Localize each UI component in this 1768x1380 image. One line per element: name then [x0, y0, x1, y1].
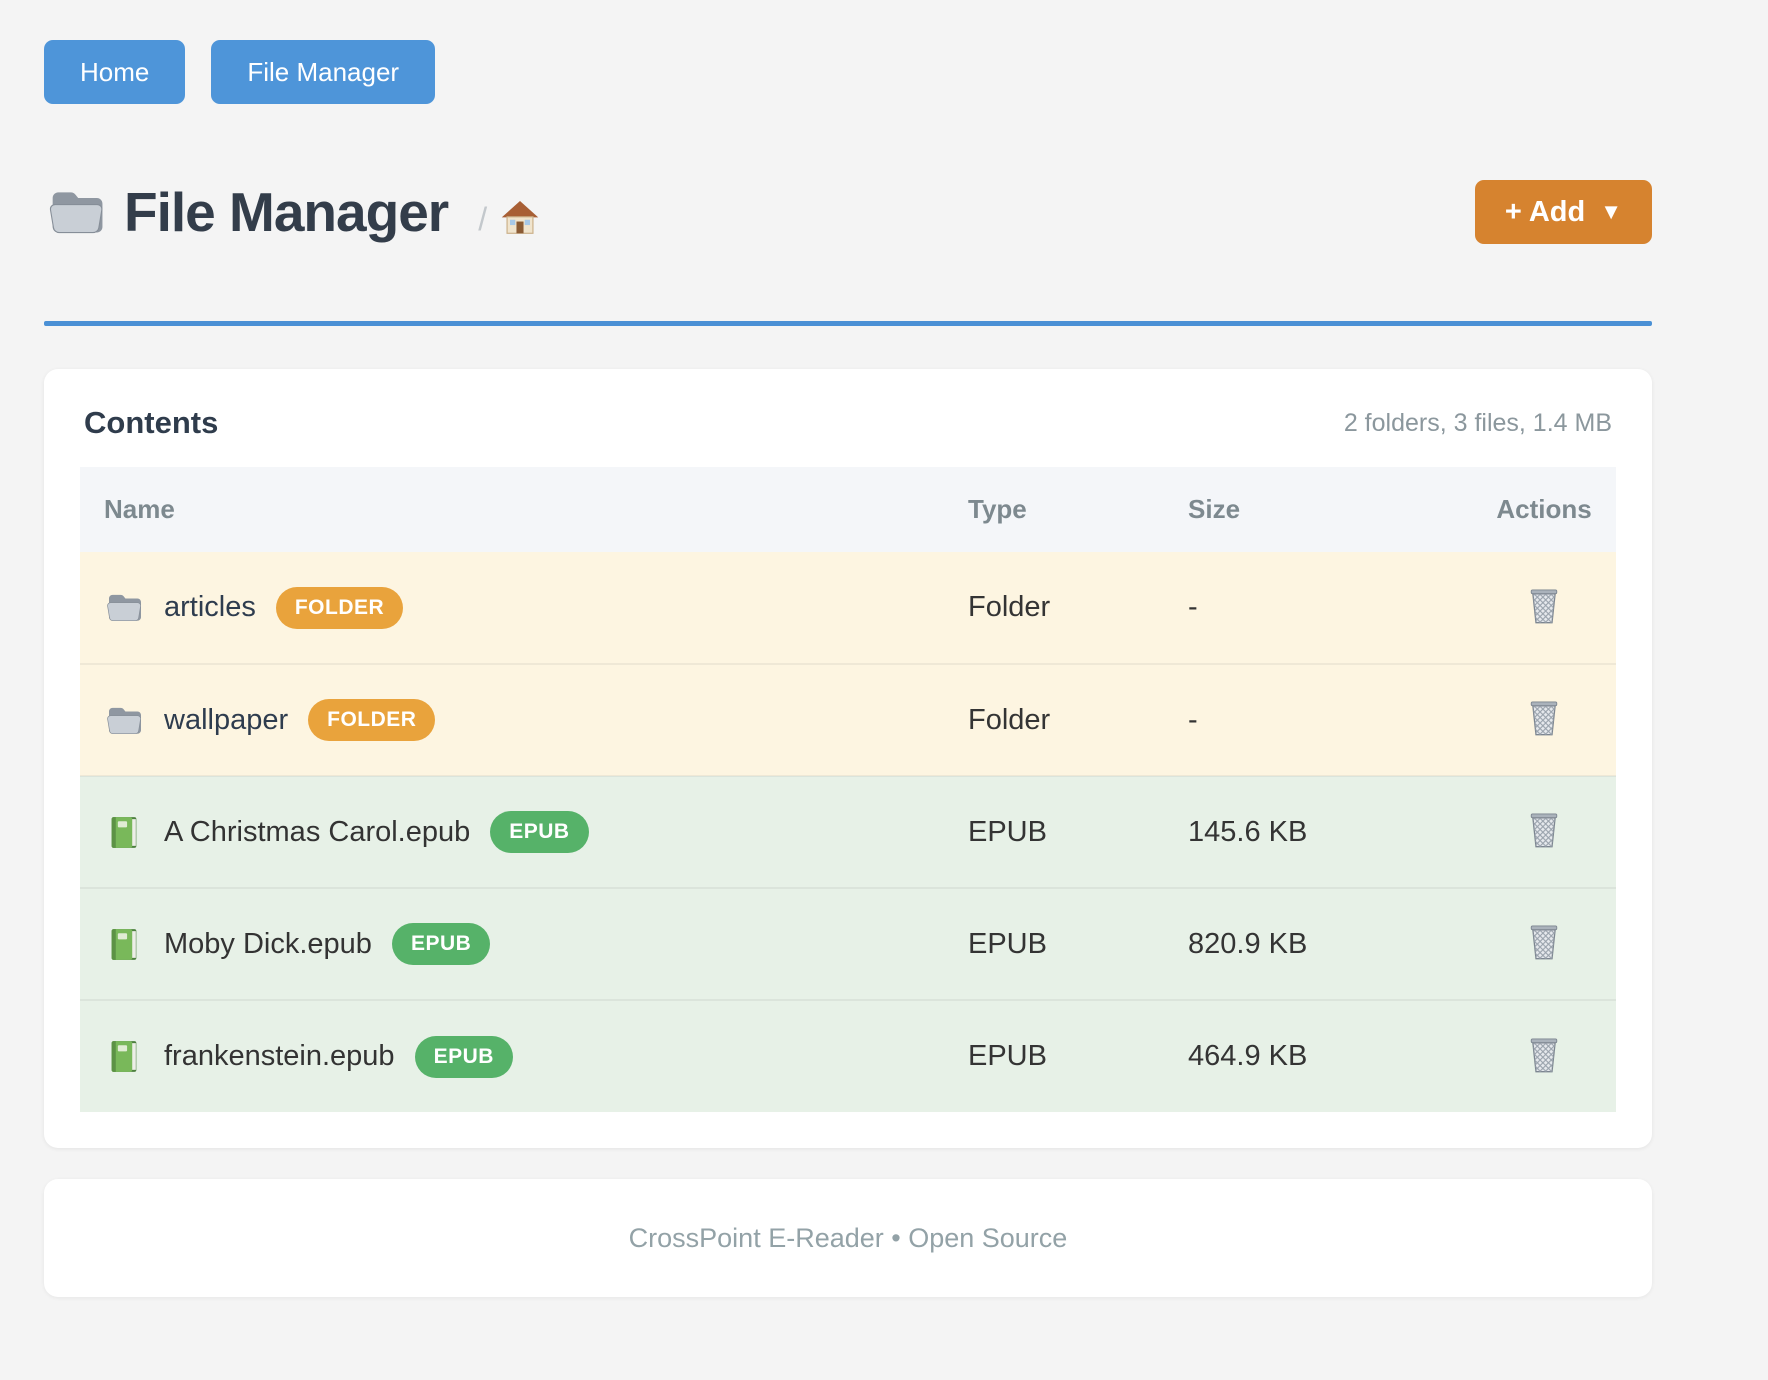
title-area: File Manager /	[44, 180, 541, 244]
book-icon	[104, 814, 144, 851]
delete-button[interactable]	[1520, 806, 1568, 854]
column-header-size: Size	[1188, 467, 1472, 552]
item-type: Folder	[968, 552, 1188, 664]
item-type: EPUB	[968, 999, 1188, 1112]
delete-button[interactable]	[1520, 582, 1568, 630]
folder-badge: FOLDER	[275, 586, 404, 629]
item-name-link[interactable]: A Christmas Carol.epub	[164, 815, 471, 848]
column-header-name: Name	[80, 467, 968, 552]
breadcrumb-separator: /	[478, 200, 488, 237]
folder-icon	[104, 589, 144, 626]
item-type: EPUB	[968, 775, 1188, 888]
item-type: EPUB	[968, 887, 1188, 1000]
table-row: Moby Dick.epub EPUB EPUB 820.9 KB	[80, 887, 1616, 1000]
files-table: Name Type Size Actions articles FOLDER	[80, 467, 1616, 1112]
item-size: 464.9 KB	[1188, 999, 1472, 1112]
item-size: 145.6 KB	[1188, 775, 1472, 888]
contents-card-header: Contents 2 folders, 3 files, 1.4 MB	[80, 405, 1616, 441]
column-header-actions: Actions	[1472, 467, 1616, 552]
epub-badge: EPUB	[490, 811, 589, 853]
contents-heading: Contents	[84, 405, 219, 440]
trash-icon	[1526, 810, 1562, 850]
contents-summary: 2 folders, 3 files, 1.4 MB	[1343, 408, 1612, 437]
item-name-link[interactable]: frankenstein.epub	[164, 1040, 395, 1072]
epub-badge: EPUB	[414, 1035, 513, 1078]
trash-icon	[1526, 922, 1562, 962]
title-divider	[44, 321, 1652, 326]
item-name-link[interactable]: wallpaper	[164, 703, 289, 736]
column-header-type: Type	[968, 467, 1188, 552]
page-header: File Manager / + Add ▼	[44, 180, 1652, 244]
delete-button[interactable]	[1520, 918, 1568, 966]
delete-button[interactable]	[1520, 1031, 1568, 1079]
item-type: Folder	[968, 663, 1188, 776]
contents-card: Contents 2 folders, 3 files, 1.4 MB Name…	[44, 369, 1652, 1148]
table-row: frankenstein.epub EPUB EPUB 464.9 KB	[80, 999, 1616, 1112]
page: Home File Manager File Manager / + Add ▼…	[44, 0, 1652, 1297]
table-row: A Christmas Carol.epub EPUB EPUB 145.6 K…	[80, 775, 1616, 888]
book-icon	[104, 1038, 144, 1075]
trash-icon	[1526, 1035, 1562, 1075]
add-button[interactable]: + Add ▼	[1474, 180, 1652, 244]
book-icon	[104, 926, 144, 963]
breadcrumb-home-link[interactable]	[499, 198, 541, 238]
item-size: -	[1188, 552, 1472, 664]
item-size: -	[1188, 663, 1472, 776]
breadcrumb-home-icon	[499, 198, 541, 238]
epub-badge: EPUB	[391, 923, 491, 965]
table-row: wallpaper FOLDER Folder -	[80, 663, 1616, 776]
file-manager-button[interactable]: File Manager	[211, 40, 436, 104]
footer-text: CrossPoint E-Reader • Open Source	[628, 1222, 1068, 1253]
page-title: File Manager	[124, 181, 449, 243]
folder-icon	[104, 702, 144, 739]
item-name-link[interactable]: Moby Dick.epub	[164, 927, 372, 960]
table-row: articles FOLDER Folder -	[80, 552, 1616, 664]
footer: CrossPoint E-Reader • Open Source	[44, 1179, 1652, 1297]
folder-badge: FOLDER	[308, 699, 436, 741]
home-button[interactable]: Home	[44, 40, 186, 104]
item-name-link[interactable]: articles	[164, 591, 256, 623]
trash-icon	[1526, 698, 1562, 738]
add-button-label: + Add	[1504, 195, 1586, 228]
add-caret-icon: ▼	[1600, 199, 1622, 224]
delete-button[interactable]	[1520, 694, 1568, 742]
item-size: 820.9 KB	[1188, 887, 1472, 1000]
table-header-row: Name Type Size Actions	[80, 467, 1616, 552]
title-folder-icon	[44, 184, 108, 240]
top-nav: Home File Manager	[44, 40, 1652, 104]
trash-icon	[1526, 586, 1562, 626]
